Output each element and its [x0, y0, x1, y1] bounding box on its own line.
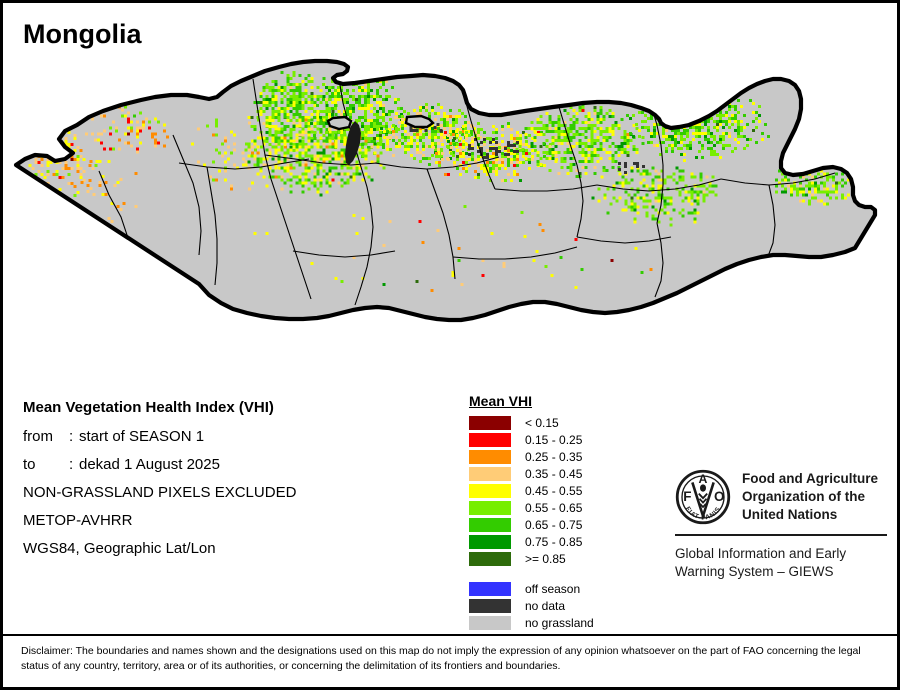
legend-class-row: 0.65 - 0.75	[469, 517, 639, 533]
province-boundary-line	[650, 104, 664, 224]
province-boundary-line	[766, 184, 776, 260]
province-boundary-line	[172, 134, 202, 256]
legend-label: < 0.15	[525, 416, 559, 430]
fao-org-line-1: Food and Agriculture	[742, 471, 878, 486]
province-boundary-line	[292, 250, 396, 258]
legend-swatch	[469, 599, 511, 613]
legend-class-row: 0.55 - 0.65	[469, 500, 639, 516]
lake-khyargas	[404, 114, 435, 129]
province-boundary-line	[720, 172, 836, 186]
fao-org-line-3: United Nations	[742, 506, 838, 522]
page-title: Mongolia	[23, 19, 142, 49]
legend-label: off season	[525, 582, 581, 596]
legend-special-row: off season	[469, 581, 639, 597]
lakes	[326, 114, 435, 165]
legend-special-row: no data	[469, 598, 639, 614]
legend-class-list: < 0.15 0.15 - 0.25 0.25 - 0.35 0.35 - 0.45 0…	[469, 415, 639, 567]
giews-name: Global Information and Early Warning Sys…	[675, 545, 887, 581]
province-boundary-line	[576, 236, 672, 244]
legend-label: no grassland	[525, 616, 594, 630]
legend-swatch	[469, 484, 511, 498]
legend-swatch	[469, 552, 511, 566]
province-boundaries	[98, 78, 836, 306]
national-border	[13, 58, 878, 323]
fao-branding: F A O FIAT PANIS Food and Agriculture Or…	[675, 469, 887, 581]
info-heading: Mean Vegetation Health Index (VHI)	[23, 399, 274, 416]
fao-divider	[675, 534, 887, 536]
province-boundary-line	[374, 156, 500, 170]
province-boundary-line	[558, 106, 584, 238]
legend-swatch	[469, 518, 511, 532]
info-note-projection: WGS84, Geographic Lat/Lon	[23, 540, 216, 557]
giews-line-1: Global Information and Early	[675, 546, 847, 561]
legend-title: Mean VHI	[469, 393, 533, 409]
legend-swatch	[469, 501, 511, 515]
legend-label: 0.75 - 0.85	[525, 535, 583, 549]
lake-uvs	[326, 115, 353, 131]
province-boundary-line	[464, 98, 496, 190]
legend-label: no data	[525, 599, 566, 613]
fao-organization-name: Food and Agriculture Organization of the…	[742, 469, 878, 524]
legend-swatch	[469, 582, 511, 596]
legend-label: 0.55 - 0.65	[525, 501, 583, 515]
legend-label: 0.25 - 0.35	[525, 450, 583, 464]
info-row-to-key: to	[23, 456, 36, 473]
fao-org-line-2: Organization of the	[742, 488, 865, 504]
vhi-pixel-raster	[28, 70, 853, 293]
legend-label: >= 0.85	[525, 552, 566, 566]
disclaimer-divider	[3, 634, 897, 636]
info-row-from-sep: :	[69, 428, 74, 445]
info-row-to-sep: :	[69, 456, 74, 473]
legend-label: 0.45 - 0.55	[525, 484, 583, 498]
legend-swatch	[469, 467, 511, 481]
legend-swatch	[469, 450, 511, 464]
legend-class-row: 0.45 - 0.55	[469, 483, 639, 499]
lake-khuvsgul	[345, 121, 361, 165]
legend-label: 0.35 - 0.45	[525, 467, 583, 481]
legend-special-row: no grassland	[469, 615, 639, 631]
legend-label: 0.15 - 0.25	[525, 433, 583, 447]
mongolia-map-svg	[13, 58, 878, 323]
vhi-map	[3, 55, 897, 375]
province-boundary-line	[452, 246, 578, 260]
legend-class-row: 0.35 - 0.45	[469, 466, 639, 482]
legend: Mean VHI < 0.15 0.15 - 0.25 0.25 - 0.35 0.3…	[469, 393, 639, 632]
legend-class-row: 0.75 - 0.85	[469, 534, 639, 550]
info-note-sensor: METOP-AVHRR	[23, 512, 133, 529]
province-boundary-line	[654, 222, 664, 298]
province-boundary-line	[178, 158, 310, 170]
legend-class-row: 0.25 - 0.35	[469, 449, 639, 465]
svg-text:O: O	[714, 489, 724, 504]
province-boundary-line	[206, 166, 218, 286]
fao-logo-and-name: F A O FIAT PANIS Food and Agriculture Or…	[675, 469, 887, 525]
legend-spacer	[469, 568, 639, 581]
disclaimer-text: Disclaimer: The boundaries and names sho…	[21, 645, 861, 672]
info-note-mask: NON-GRASSLAND PIXELS EXCLUDED	[23, 484, 297, 501]
svg-text:F: F	[683, 489, 691, 504]
svg-text:A: A	[699, 472, 708, 486]
info-row-from-value: start of SEASON 1	[79, 428, 205, 445]
province-boundary-line	[252, 78, 312, 300]
map-info-block: Mean Vegetation Health Index (VHI) from:…	[23, 399, 453, 568]
legend-class-row: >= 0.85	[469, 551, 639, 567]
legend-class-row: < 0.15	[469, 415, 639, 431]
legend-class-row: 0.15 - 0.25	[469, 432, 639, 448]
info-row-from-key: from	[23, 428, 53, 445]
info-row-to-value: dekad 1 August 2025	[79, 456, 220, 473]
fao-logo-icon: F A O FIAT PANIS	[675, 469, 731, 525]
legend-special-list: off season no data no grassland	[469, 581, 639, 631]
info-row-from: from: start of SEASON 1	[23, 428, 453, 445]
legend-swatch	[469, 616, 511, 630]
giews-line-2: Warning System – GIEWS	[675, 564, 834, 580]
legend-swatch	[469, 433, 511, 447]
legend-swatch	[469, 416, 511, 430]
legend-swatch	[469, 535, 511, 549]
info-row-to: to: dekad 1 August 2025	[23, 456, 453, 473]
legend-label: 0.65 - 0.75	[525, 518, 583, 532]
province-boundary-line	[426, 168, 456, 280]
